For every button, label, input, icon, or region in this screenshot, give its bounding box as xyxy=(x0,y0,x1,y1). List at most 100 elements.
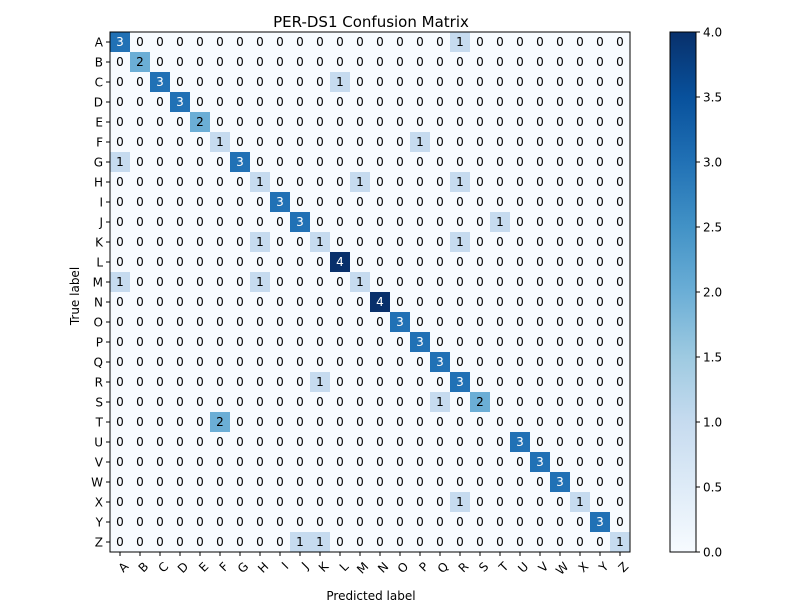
cell-value-label: 0 xyxy=(416,415,424,429)
heatmap-cell xyxy=(470,432,491,453)
heatmap-cell xyxy=(190,472,211,493)
heatmap-cell xyxy=(310,372,331,393)
heatmap-cell xyxy=(470,412,491,433)
cell-value-label: 0 xyxy=(156,455,164,469)
cell-value-label: 0 xyxy=(176,495,184,509)
cell-value-label: 0 xyxy=(596,255,604,269)
heatmap-cell xyxy=(330,52,351,73)
y-tick-label: N xyxy=(94,296,103,310)
heatmap-cell xyxy=(110,412,131,433)
cell-value-label: 0 xyxy=(456,115,464,129)
cell-value-label: 0 xyxy=(256,55,264,69)
cell-value-label: 0 xyxy=(396,295,404,309)
heatmap-cell xyxy=(390,472,411,493)
heatmap-cell xyxy=(450,232,471,253)
heatmap-cell xyxy=(270,292,291,313)
heatmap-cell xyxy=(590,432,611,453)
heatmap-cell xyxy=(310,192,331,213)
cell-value-label: 0 xyxy=(136,375,144,389)
heatmap-cell xyxy=(190,512,211,533)
cell-value-label: 0 xyxy=(436,455,444,469)
cell-value-label: 0 xyxy=(436,255,444,269)
cell-value-label: 0 xyxy=(176,35,184,49)
y-tick-label: P xyxy=(96,336,103,350)
cell-value-label: 0 xyxy=(156,95,164,109)
cell-value-label: 0 xyxy=(436,75,444,89)
heatmap-cell xyxy=(170,452,191,473)
heatmap-cell xyxy=(310,492,331,513)
heatmap-cell xyxy=(250,512,271,533)
heatmap-cell xyxy=(150,532,171,553)
heatmap-cell xyxy=(410,332,431,353)
heatmap-cell xyxy=(210,492,231,513)
heatmap-cell xyxy=(610,192,631,213)
colorbar-tick-label: 0.0 xyxy=(703,546,722,560)
heatmap-cell xyxy=(350,372,371,393)
cell-value-label: 3 xyxy=(416,335,424,349)
heatmap-cell xyxy=(110,392,131,413)
heatmap-cell xyxy=(190,332,211,353)
cell-value-label: 0 xyxy=(316,495,324,509)
heatmap-cell xyxy=(470,152,491,173)
cell-value-label: 0 xyxy=(336,435,344,449)
heatmap-cell xyxy=(250,312,271,333)
heatmap-cell xyxy=(490,352,511,373)
cell-value-label: 0 xyxy=(516,115,524,129)
cell-value-label: 0 xyxy=(156,495,164,509)
heatmap-cell xyxy=(190,492,211,513)
cell-value-label: 0 xyxy=(616,115,624,129)
cell-value-label: 1 xyxy=(336,75,344,89)
heatmap-cell xyxy=(250,412,271,433)
heatmap-cell xyxy=(190,392,211,413)
heatmap-cell xyxy=(490,252,511,273)
heatmap-cell xyxy=(570,452,591,473)
cell-value-label: 0 xyxy=(276,355,284,369)
cell-value-label: 0 xyxy=(596,155,604,169)
cell-value-label: 1 xyxy=(496,215,504,229)
heatmap-cell xyxy=(570,492,591,513)
cell-value-label: 0 xyxy=(336,315,344,329)
heatmap-cell xyxy=(370,332,391,353)
cell-value-label: 0 xyxy=(476,175,484,189)
cell-value-label: 0 xyxy=(496,435,504,449)
heatmap-cell xyxy=(470,372,491,393)
cell-value-label: 0 xyxy=(536,215,544,229)
cell-value-label: 0 xyxy=(156,335,164,349)
cell-value-label: 0 xyxy=(416,255,424,269)
cell-value-label: 0 xyxy=(176,375,184,389)
heatmap-cell xyxy=(270,112,291,133)
heatmap-cell xyxy=(330,32,351,53)
heatmap-cell xyxy=(590,492,611,513)
heatmap-cell xyxy=(390,452,411,473)
heatmap-cell xyxy=(210,172,231,193)
heatmap-cell xyxy=(450,252,471,273)
cell-value-label: 0 xyxy=(556,75,564,89)
heatmap-cell xyxy=(490,452,511,473)
heatmap-cell xyxy=(490,132,511,153)
heatmap-cell xyxy=(410,452,431,473)
cell-value-label: 0 xyxy=(496,535,504,549)
heatmap-cell xyxy=(470,112,491,133)
cell-value-label: 0 xyxy=(156,275,164,289)
cell-value-label: 0 xyxy=(176,455,184,469)
heatmap-cell xyxy=(330,532,351,553)
heatmap-cell xyxy=(450,52,471,73)
cell-value-label: 0 xyxy=(196,395,204,409)
heatmap-cell xyxy=(570,532,591,553)
heatmap-cell xyxy=(450,152,471,173)
heatmap-cell xyxy=(450,212,471,233)
cell-value-label: 0 xyxy=(216,395,224,409)
heatmap-cell xyxy=(370,112,391,133)
heatmap-cell xyxy=(270,272,291,293)
cell-value-label: 0 xyxy=(456,55,464,69)
heatmap-cell xyxy=(490,472,511,493)
cell-value-label: 0 xyxy=(416,95,424,109)
heatmap-cell xyxy=(530,112,551,133)
cell-value-label: 0 xyxy=(576,195,584,209)
heatmap-cell xyxy=(150,372,171,393)
heatmap-cell xyxy=(150,132,171,153)
heatmap-cell xyxy=(190,72,211,93)
cell-value-label: 0 xyxy=(176,235,184,249)
cell-value-label: 0 xyxy=(536,115,544,129)
cell-value-label: 0 xyxy=(576,355,584,369)
